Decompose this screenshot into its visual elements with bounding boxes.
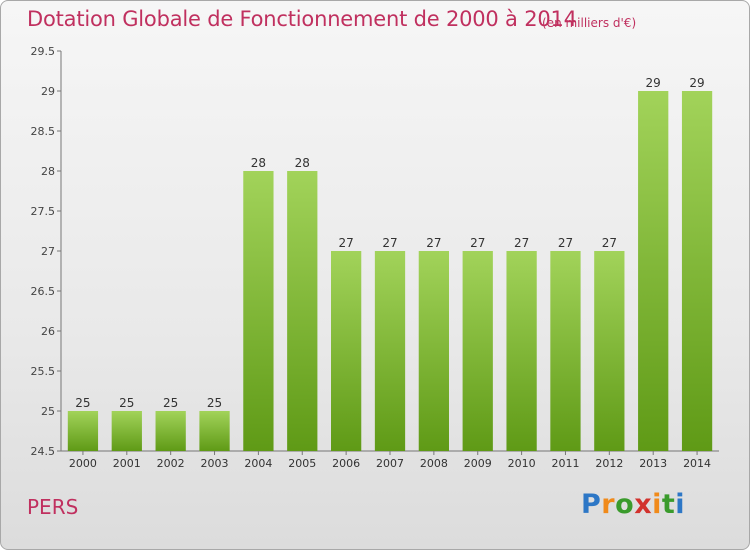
bar-value-label: 29 (646, 76, 661, 90)
bar-value-label: 27 (382, 236, 397, 250)
x-tick-label: 2011 (551, 457, 579, 470)
bar-2002[interactable] (155, 411, 186, 451)
commune-name: PERS (27, 495, 79, 519)
x-tick-label: 2014 (683, 457, 711, 470)
bar-2013[interactable] (638, 91, 669, 451)
bar-value-label: 27 (558, 236, 573, 250)
y-tick-label: 26 (41, 325, 55, 338)
bar-2009[interactable] (462, 251, 493, 451)
bar-2012[interactable] (594, 251, 625, 451)
bar-value-label: 27 (602, 236, 617, 250)
bar-value-label: 25 (163, 396, 178, 410)
bar-value-label: 25 (119, 396, 134, 410)
y-tick-label: 25.5 (31, 365, 56, 378)
x-tick-label: 2000 (69, 457, 97, 470)
bar-value-label: 28 (295, 156, 310, 170)
bar-value-label: 28 (251, 156, 266, 170)
proxiti-logo[interactable]: Proxiti (581, 489, 686, 520)
bar-2007[interactable] (374, 251, 406, 451)
y-tick-label: 29.5 (31, 45, 56, 58)
bar-2003[interactable] (199, 411, 230, 451)
bar-value-label: 25 (207, 396, 222, 410)
x-tick-label: 2003 (201, 457, 229, 470)
bar-2008[interactable] (418, 251, 450, 451)
bar-2000[interactable] (67, 411, 99, 451)
x-tick-label: 2002 (157, 457, 185, 470)
bar-2001[interactable] (111, 411, 142, 451)
chart-title: Dotation Globale de Fonctionnement de 20… (27, 7, 577, 31)
y-tick-label: 27 (41, 245, 55, 258)
bar-2004[interactable] (243, 171, 274, 451)
x-tick-label: 2013 (639, 457, 667, 470)
bar-value-label: 25 (75, 396, 90, 410)
bar-2014[interactable] (681, 91, 713, 451)
bar-2005[interactable] (287, 171, 318, 451)
x-tick-label: 2010 (508, 457, 536, 470)
y-tick-label: 28 (41, 165, 55, 178)
bar-value-label: 27 (514, 236, 529, 250)
x-tick-label: 2009 (464, 457, 492, 470)
y-tick-label: 25 (41, 405, 55, 418)
bar-2006[interactable] (330, 251, 362, 451)
x-tick-label: 2004 (244, 457, 272, 470)
x-tick-label: 2007 (376, 457, 404, 470)
y-tick-label: 28.5 (31, 125, 56, 138)
bar-value-label: 27 (470, 236, 485, 250)
bar-value-label: 27 (338, 236, 353, 250)
y-tick-label: 24.5 (31, 445, 56, 458)
x-tick-label: 2006 (332, 457, 360, 470)
x-tick-label: 2005 (288, 457, 316, 470)
chart-unit: (en milliers d'€) (542, 16, 637, 30)
x-tick-label: 2001 (113, 457, 141, 470)
x-tick-label: 2012 (595, 457, 623, 470)
bar-2010[interactable] (506, 251, 537, 451)
bar-2011[interactable] (550, 251, 581, 451)
y-tick-label: 27.5 (31, 205, 56, 218)
y-tick-label: 29 (41, 85, 55, 98)
bar-value-label: 27 (426, 236, 441, 250)
x-tick-label: 2008 (420, 457, 448, 470)
y-tick-label: 26.5 (31, 285, 56, 298)
bar-value-label: 29 (689, 76, 704, 90)
